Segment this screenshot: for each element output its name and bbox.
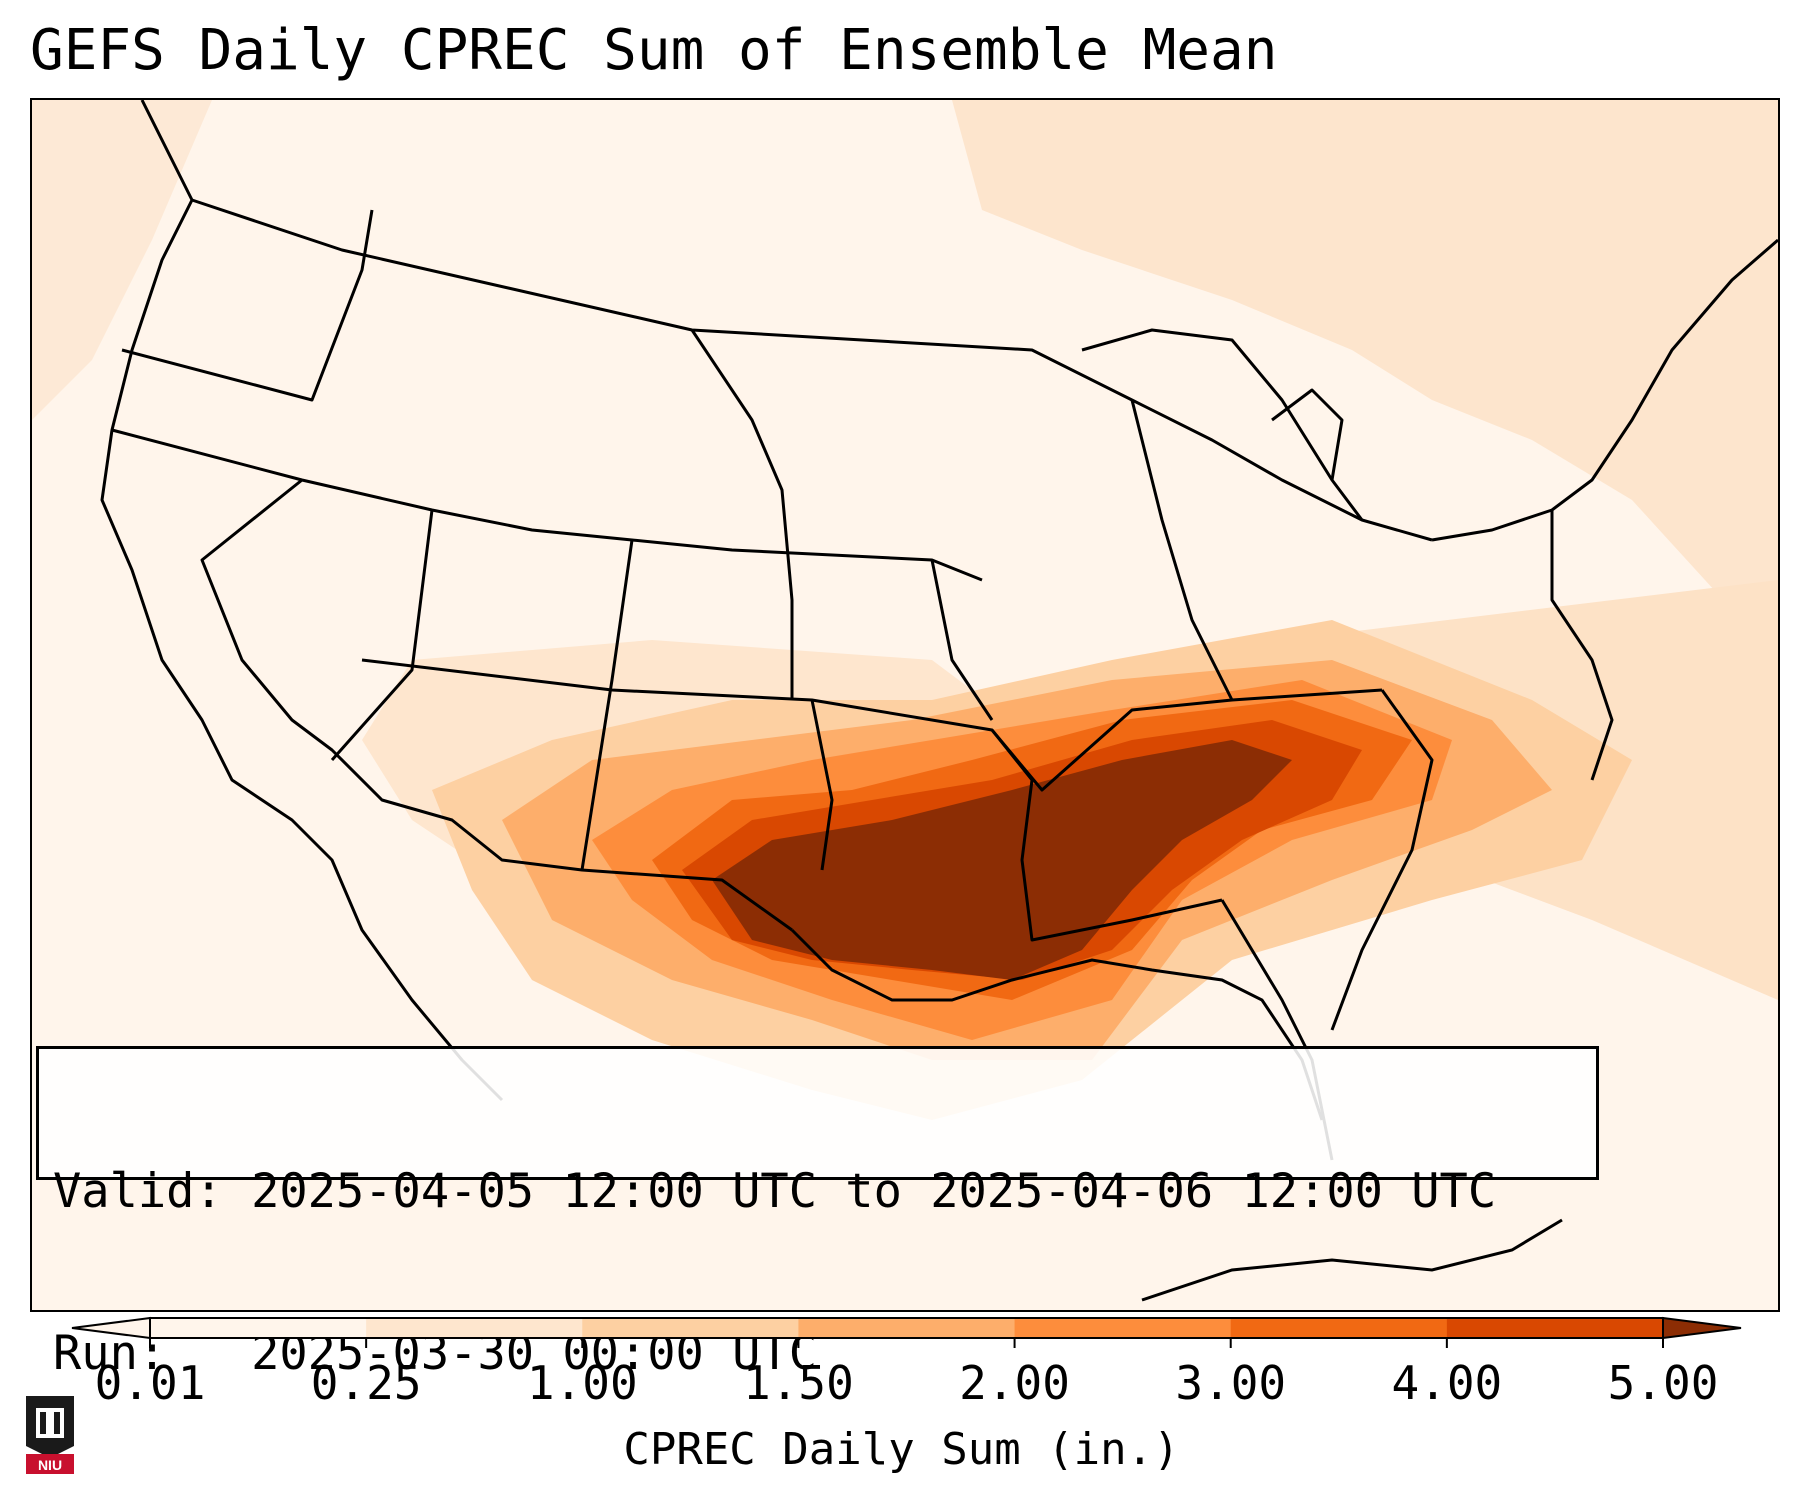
colorbar-extend-min	[71, 1316, 151, 1340]
colorbar-tick-label: 4.00	[1391, 1356, 1503, 1410]
colorbar-tick-label: 1.00	[526, 1356, 638, 1410]
colorbar-tick-labels: 0.01 0.25 1.00 1.50 2.00 3.00 4.00 5.00	[0, 1356, 1803, 1416]
colorbar-tick-label: 1.50	[743, 1356, 854, 1410]
colorbar-segment	[582, 1318, 799, 1338]
colorbar-segment	[798, 1318, 1016, 1338]
cuba-outline	[1141, 1218, 1563, 1302]
colorbar-segment	[150, 1318, 367, 1338]
colorbar-tick-label: 2.00	[959, 1356, 1070, 1410]
colorbar-outline	[149, 1317, 1664, 1339]
colorbar-tick-label: 5.00	[1607, 1356, 1719, 1410]
colorbar-segment	[1014, 1318, 1232, 1338]
colorbar-tick-label: 0.25	[310, 1356, 422, 1410]
colorbar-segment	[366, 1318, 583, 1338]
colorbar	[0, 1314, 1803, 1354]
map-title: GEFS Daily CPREC Sum of Ensemble Mean	[30, 18, 1278, 83]
state-boundaries	[100, 100, 1778, 1161]
colorbar-tick-label: 3.00	[1175, 1356, 1287, 1410]
niu-logo: NIU	[22, 1386, 78, 1478]
colorbar-segment	[1230, 1318, 1448, 1338]
colorbar-extend-max	[1662, 1316, 1742, 1340]
colorbar-tick-label: 0.01	[94, 1356, 206, 1410]
svg-text:NIU: NIU	[38, 1457, 62, 1473]
colorbar-segment	[1446, 1318, 1664, 1338]
colorbar-label: CPREC Daily Sum (in.)	[623, 1424, 1180, 1475]
valid-time-box: Valid: 2025-04-05 12:00 UTC to 2025-04-0…	[36, 1046, 1599, 1381]
gulf-coastline	[790, 928, 1324, 1121]
valid-time-line: Valid: 2025-04-05 12:00 UTC to 2025-04-0…	[53, 1164, 1497, 1219]
